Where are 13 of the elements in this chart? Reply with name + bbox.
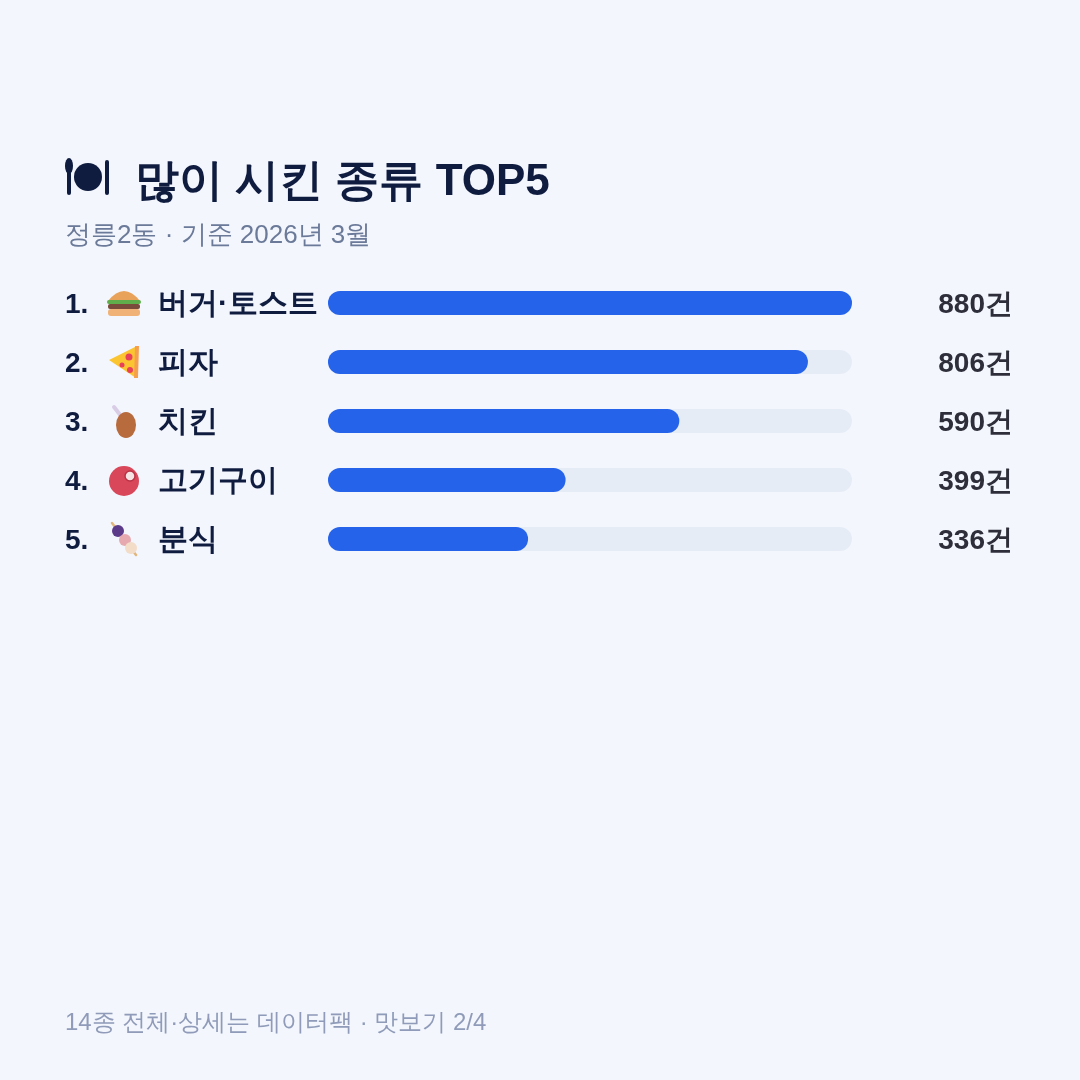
category-label: 치킨 — [158, 404, 218, 437]
category-label: 버거·토스트 — [158, 286, 318, 319]
value-label: 590건 — [938, 406, 1013, 437]
title: 많이 시킨 종류 TOP5 — [135, 155, 550, 204]
subtitle: 정릉2동 · 기준 2026년 3월 — [65, 219, 372, 249]
footnote: 14종 전체·상세는 데이터팩 · 맛보기 2/4 — [65, 1008, 487, 1035]
category-label: 분식 — [158, 522, 218, 555]
value-label: 880건 — [938, 288, 1013, 319]
value-label: 806건 — [938, 347, 1013, 378]
category-label: 피자 — [158, 345, 218, 378]
category-label: 고기구이 — [158, 463, 278, 496]
value-label: 399건 — [938, 465, 1013, 496]
value-label: 336건 — [938, 524, 1013, 555]
